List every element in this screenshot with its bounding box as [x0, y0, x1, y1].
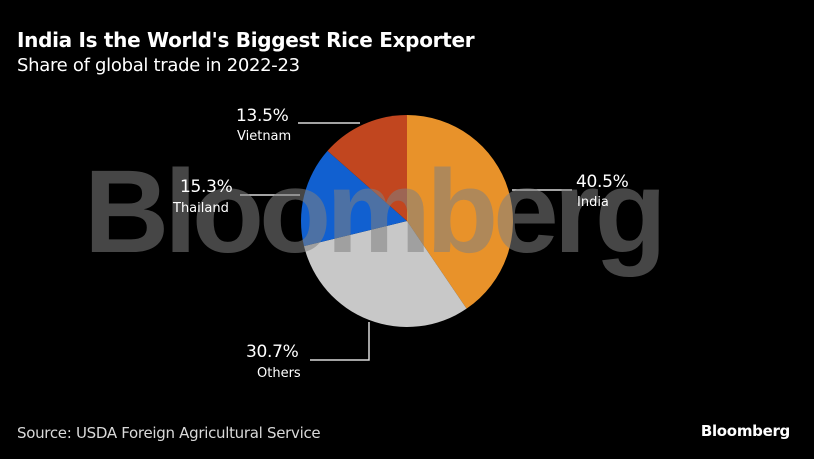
label-others-pct: 30.7%	[246, 342, 299, 362]
pie-slice-others	[304, 221, 467, 327]
bloomberg-logo: Bloomberg	[700, 422, 790, 440]
chart-title: India Is the World's Biggest Rice Export…	[17, 28, 475, 52]
label-india-pct: 40.5%	[576, 172, 629, 192]
label-india-name: India	[577, 195, 609, 210]
label-others-name: Others	[257, 366, 301, 381]
chart-subtitle: Share of global trade in 2022-23	[17, 55, 300, 76]
pie-slices	[301, 115, 513, 327]
leader-line-others	[310, 322, 370, 361]
label-vietnam-name: Vietnam	[237, 129, 292, 144]
leader-lines	[240, 122, 572, 361]
label-thailand-pct: 15.3%	[180, 177, 233, 197]
label-thailand-name: Thailand	[173, 201, 229, 216]
pie-slice-india	[407, 115, 513, 309]
pie-slice-thailand	[301, 150, 407, 247]
label-vietnam-pct: 13.5%	[236, 106, 289, 126]
source-note: Source: USDA Foreign Agricultural Servic…	[17, 424, 321, 442]
pie-slice-vietnam	[327, 115, 407, 221]
